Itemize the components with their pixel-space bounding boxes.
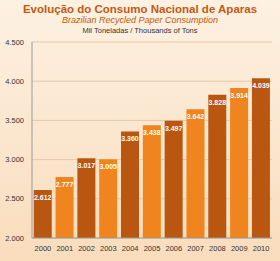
html-text:Mil Toneladas / Thousands of T: Mil Toneladas / Thousands of Tons	[82, 25, 198, 35]
svg-text:3.642: 3.642	[187, 113, 205, 120]
svg-text:2000: 2000	[35, 244, 52, 253]
svg-text:3.017: 3.017	[78, 162, 96, 169]
svg-text:3.005: 3.005	[99, 163, 117, 170]
svg-text:2.000: 2.000	[8, 234, 24, 243]
svg-text:3.828: 3.828	[209, 99, 227, 106]
svg-text:4.039: 4.039	[252, 82, 270, 89]
svg-text:2006: 2006	[165, 244, 182, 253]
svg-text:4.500: 4.500	[8, 38, 24, 47]
svg-text:2004: 2004	[122, 244, 139, 253]
svg-text:2.612: 2.612	[34, 194, 52, 201]
svg-text:2001: 2001	[56, 244, 73, 253]
svg-text:2007: 2007	[187, 244, 204, 253]
svg-text:3.500: 3.500	[8, 116, 24, 125]
svg-text:2008: 2008	[209, 244, 226, 253]
svg-text:3.000: 3.000	[8, 155, 24, 164]
svg-text:2002: 2002	[78, 244, 95, 253]
svg-text:3.497: 3.497	[165, 125, 183, 132]
svg-text:3.438: 3.438	[143, 129, 161, 136]
svg-text:3.914: 3.914	[230, 92, 248, 99]
html-text:Evolução do Consumo Nacional d: Evolução do Consumo Nacional de Aparas	[23, 3, 257, 15]
svg-text:4.000: 4.000	[8, 77, 24, 86]
svg-text:2010: 2010	[253, 244, 270, 253]
svg-text:2.500: 2.500	[8, 194, 24, 203]
html-text:Brazilian Recycled Paper Consu: Brazilian Recycled Paper Consumption	[62, 14, 218, 25]
svg-text:2.777: 2.777	[56, 181, 74, 188]
svg-text:2003: 2003	[100, 244, 117, 253]
svg-text:3.360: 3.360	[121, 135, 139, 142]
svg-text:2005: 2005	[144, 244, 161, 253]
svg-text:2009: 2009	[231, 244, 248, 253]
